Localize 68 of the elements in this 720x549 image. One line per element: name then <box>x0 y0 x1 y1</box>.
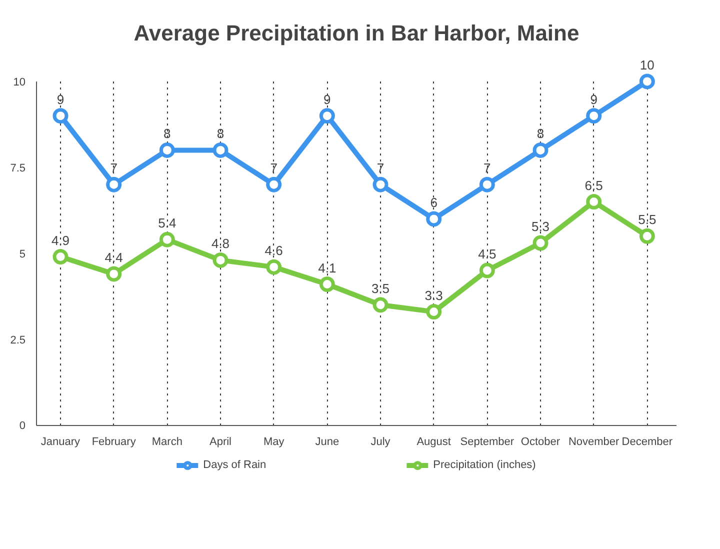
data-label: 3.3 <box>424 288 443 303</box>
point <box>159 232 175 248</box>
data-label: 5.3 <box>531 219 550 234</box>
point <box>586 194 602 210</box>
point <box>212 252 228 268</box>
x-tick-label: October <box>520 436 560 448</box>
x-tick-label: January <box>40 436 81 448</box>
point <box>212 142 228 158</box>
data-label: 9 <box>324 92 331 107</box>
y-tick-label: 2.5 <box>10 334 26 346</box>
point <box>319 276 335 292</box>
point <box>639 74 655 90</box>
data-label: 8 <box>536 126 544 142</box>
legend-label: Days of Rain <box>203 459 266 471</box>
x-tick-label: March <box>152 436 182 448</box>
point <box>532 142 548 158</box>
data-label: 7 <box>484 160 491 176</box>
y-tick-label: 7.5 <box>10 162 26 174</box>
point <box>266 259 282 275</box>
y-tick-label: 10 <box>13 76 26 88</box>
data-label: 4.5 <box>478 246 496 262</box>
y-tick-label: 5 <box>19 248 26 260</box>
data-label: 3.5 <box>371 280 390 296</box>
data-label: 4.9 <box>51 232 70 248</box>
point <box>426 211 442 227</box>
data-label: 4.8 <box>211 236 230 252</box>
data-label: 5.5 <box>638 212 656 228</box>
point <box>372 297 388 313</box>
x-tick-label: August <box>416 436 451 448</box>
point <box>106 176 122 192</box>
data-label: 4.6 <box>264 243 283 258</box>
point <box>106 266 122 282</box>
data-label: 4.1 <box>318 260 336 276</box>
data-label: 6 <box>430 194 438 210</box>
point <box>586 108 602 124</box>
data-label: 7 <box>270 160 278 176</box>
point <box>479 262 495 278</box>
legend-label: Precipitation (inches) <box>433 459 536 471</box>
data-label: 7 <box>376 160 384 176</box>
x-tick-label: September <box>460 436 514 448</box>
data-label: 10 <box>640 57 654 72</box>
x-tick-label: April <box>209 436 232 448</box>
point <box>52 108 68 124</box>
point <box>159 142 175 158</box>
y-tick-label: 0 <box>19 420 26 432</box>
point <box>532 235 548 251</box>
x-tick-label: December <box>622 436 673 448</box>
x-tick-label: June <box>315 436 340 448</box>
x-tick-label: February <box>92 436 136 448</box>
data-label: 9 <box>590 92 598 107</box>
data-label: 4.4 <box>104 250 123 265</box>
data-label: 8 <box>216 126 224 142</box>
x-tick-label: May <box>263 436 285 448</box>
point <box>479 176 495 192</box>
data-label: 9 <box>56 92 64 107</box>
x-tick-label: November <box>568 436 620 448</box>
data-label: 7 <box>110 160 118 176</box>
chart-title: Average Precipitation in Bar Harbor, Maine <box>134 20 580 46</box>
point <box>266 176 282 192</box>
point <box>319 108 335 124</box>
data-label: 5.4 <box>158 216 176 231</box>
point <box>639 228 655 244</box>
point <box>52 249 68 264</box>
x-tick-label: July <box>370 436 391 448</box>
point <box>426 304 442 320</box>
data-label: 8 <box>164 126 171 142</box>
data-label: 6.5 <box>584 178 603 193</box>
point <box>372 176 388 192</box>
